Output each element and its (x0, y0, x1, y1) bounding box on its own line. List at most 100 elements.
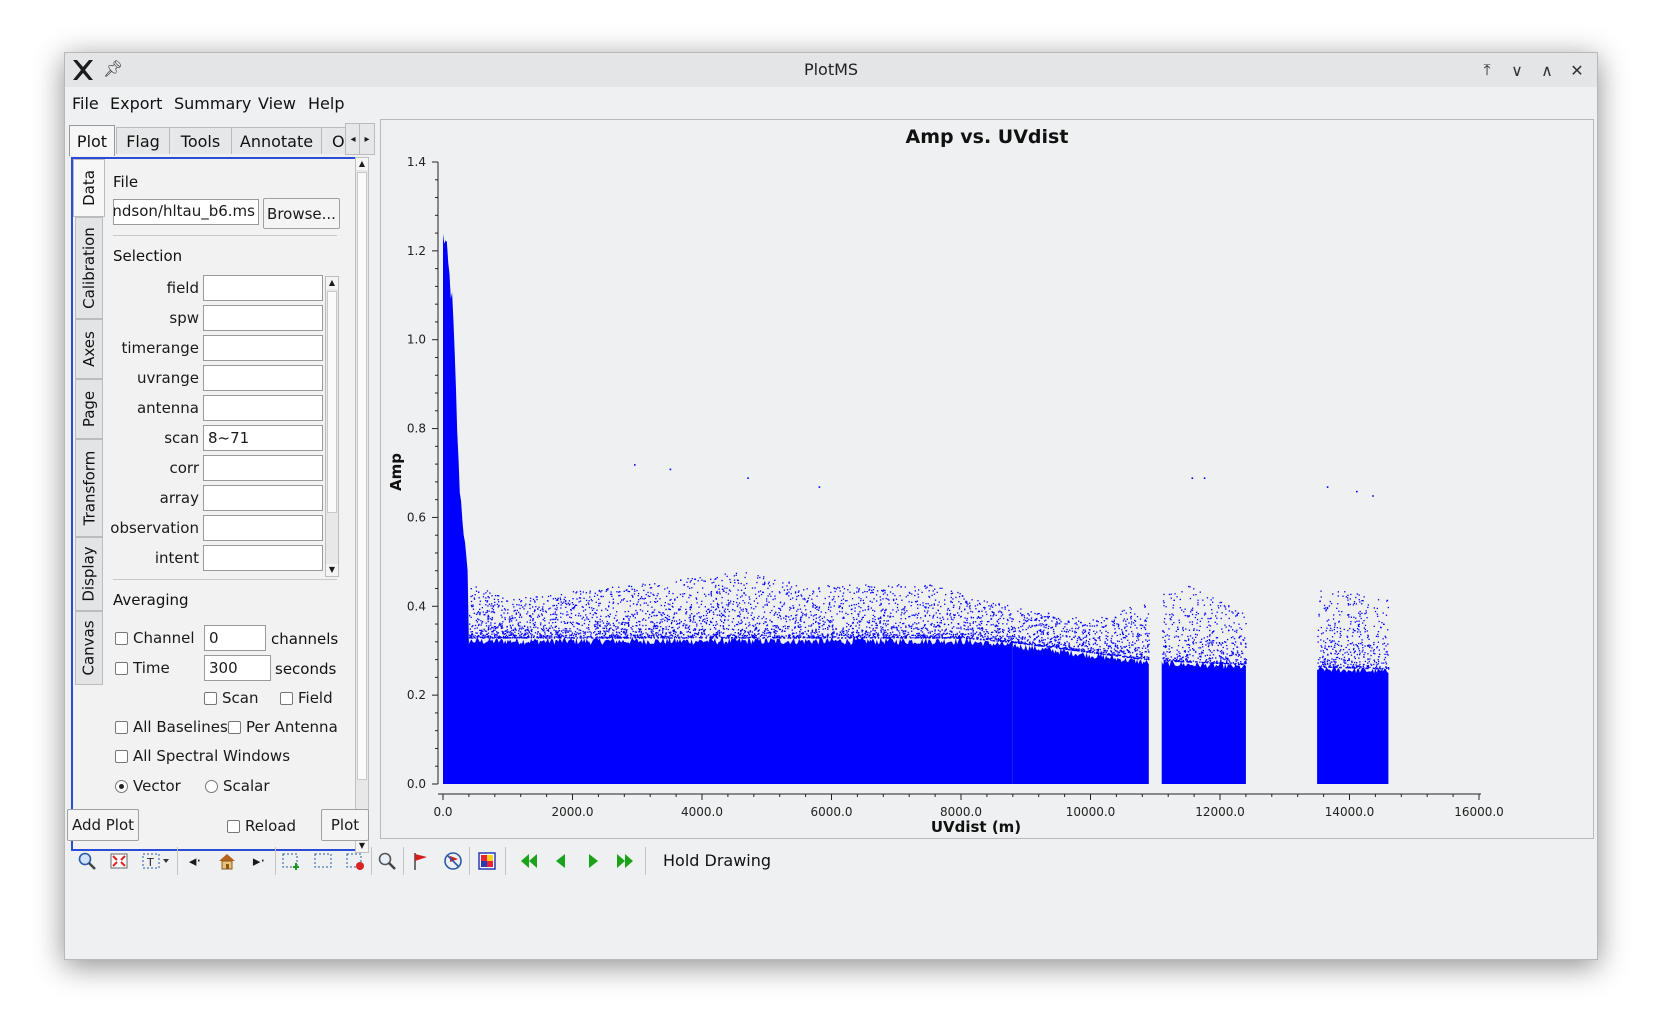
data-point (676, 596, 678, 598)
data-point (485, 592, 487, 594)
data-point (1018, 636, 1020, 638)
close-icon[interactable]: ✕ (1570, 60, 1584, 80)
data-point (900, 636, 903, 638)
checkbox-box[interactable] (115, 661, 128, 675)
side-tab-transform[interactable]: Transform (75, 439, 103, 537)
intent-input[interactable] (203, 545, 323, 571)
side-tab-display[interactable]: Display (75, 537, 103, 611)
scroll-thumb[interactable] (327, 291, 337, 513)
file-path-input[interactable]: ndson/hltau_b6.ms (113, 199, 259, 225)
checkbox-box[interactable] (227, 819, 240, 833)
data-point (969, 605, 971, 607)
scroll-up-icon[interactable]: ▲ (356, 158, 368, 170)
field-avg-checkbox[interactable]: Field (280, 689, 333, 707)
data-point (618, 631, 620, 634)
tab-tools[interactable]: Tools (169, 127, 232, 154)
side-tab-axes[interactable]: Axes (75, 319, 103, 379)
channel-checkbox[interactable]: Channel (115, 629, 195, 647)
browse-button[interactable]: Browse... (263, 198, 340, 229)
menu-export[interactable]: Export (110, 94, 163, 113)
scroll-down-icon[interactable]: ▼ (326, 564, 338, 576)
data-point (1122, 651, 1124, 653)
checkbox-box[interactable] (280, 691, 293, 705)
selection-scrollbar[interactable]: ▲ ▼ (325, 276, 339, 577)
data-point (1140, 653, 1142, 656)
plot-button[interactable]: Plot (321, 809, 369, 841)
antenna-input[interactable] (203, 395, 323, 421)
maximize-icon[interactable]: ∧ (1541, 60, 1553, 80)
checkbox-box[interactable] (204, 691, 217, 705)
checkbox-box[interactable] (228, 720, 241, 734)
data-point (932, 636, 934, 638)
timerange-input[interactable] (203, 335, 323, 361)
spw-input[interactable] (203, 305, 323, 331)
menu-view[interactable]: View (258, 94, 296, 113)
data-point (804, 605, 806, 607)
seconds-unit-label: seconds (275, 660, 337, 678)
panel-scrollbar[interactable]: ▲ ▲ ▼ (355, 157, 369, 853)
data-point (504, 617, 506, 619)
tab-annotate[interactable]: Annotate (231, 127, 322, 154)
array-input[interactable] (203, 485, 323, 511)
checkbox-box[interactable] (115, 631, 128, 645)
menu-summary[interactable]: Summary (174, 94, 252, 113)
checkbox-box[interactable] (115, 720, 128, 734)
data-point (1166, 658, 1168, 661)
side-tab-canvas[interactable]: Canvas (75, 611, 103, 685)
time-checkbox[interactable]: Time (115, 659, 170, 677)
pin-icon[interactable]: 📌︎ (103, 59, 124, 78)
scan-input[interactable]: 8~71 (203, 425, 323, 451)
corr-input[interactable] (203, 455, 323, 481)
reload-checkbox[interactable]: Reload (227, 817, 296, 835)
radio-unselected[interactable] (205, 779, 218, 793)
selection-corr-row: corr (113, 455, 323, 483)
data-point (612, 629, 614, 631)
amp-vs-uvdist-chart[interactable]: Amp vs. UVdist UVdist (m) Amp 0.0 2000.0 4… (381, 120, 1593, 838)
data-point (552, 622, 554, 624)
add-plot-button[interactable]: Add Plot (67, 809, 139, 841)
scroll-up-icon[interactable]: ▲ (326, 277, 338, 289)
tab-flag[interactable]: Flag (116, 127, 170, 154)
keep-above-icon[interactable]: ⤒ (1483, 60, 1491, 79)
side-tab-data[interactable]: Data (73, 159, 105, 217)
tab-scroll-right-icon[interactable]: ▸ (359, 123, 375, 155)
side-tab-calibration[interactable]: Calibration (75, 217, 103, 319)
data-point (656, 600, 659, 602)
data-point (1132, 656, 1134, 658)
data-point (901, 612, 903, 614)
per-antenna-checkbox[interactable]: Per Antenna (228, 718, 338, 736)
data-point (1061, 630, 1063, 632)
scroll-thumb[interactable] (357, 172, 367, 780)
scan-avg-checkbox[interactable]: Scan (204, 689, 258, 707)
menu-help[interactable]: Help (308, 94, 345, 113)
plot-canvas[interactable]: Amp vs. UVdist UVdist (m) Amp 0.0 2000.0 4… (380, 119, 1594, 839)
scroll-down-icon[interactable]: ▼ (356, 840, 368, 852)
all-baselines-checkbox[interactable]: All Baselines (115, 718, 228, 736)
scalar-radio[interactable]: Scalar (205, 777, 270, 795)
data-point (534, 621, 536, 624)
radio-selected[interactable] (115, 779, 128, 793)
data-point (971, 637, 973, 639)
data-point (950, 634, 952, 636)
data-point (1329, 662, 1331, 665)
field-input[interactable] (203, 275, 323, 301)
data-point (842, 592, 845, 594)
channel-count-input[interactable]: 0 (204, 625, 266, 651)
observation-input[interactable] (203, 515, 323, 541)
tab-plot[interactable]: Plot (69, 125, 115, 156)
data-point (687, 635, 689, 637)
data-point (479, 611, 481, 614)
uvrange-input[interactable] (203, 365, 323, 391)
data-point (697, 580, 699, 582)
side-tab-page[interactable]: Page (75, 379, 103, 439)
data-point (914, 614, 916, 617)
menu-file[interactable]: File (72, 94, 99, 113)
all-spectral-windows-checkbox[interactable]: All Spectral Windows (115, 747, 290, 765)
data-point (736, 594, 738, 596)
time-seconds-input[interactable]: 300 (204, 655, 271, 681)
data-point (599, 621, 601, 623)
data-point (570, 630, 572, 632)
minimize-icon[interactable]: ∨ (1511, 60, 1523, 80)
vector-radio[interactable]: Vector (115, 777, 181, 795)
checkbox-box[interactable] (115, 749, 128, 763)
